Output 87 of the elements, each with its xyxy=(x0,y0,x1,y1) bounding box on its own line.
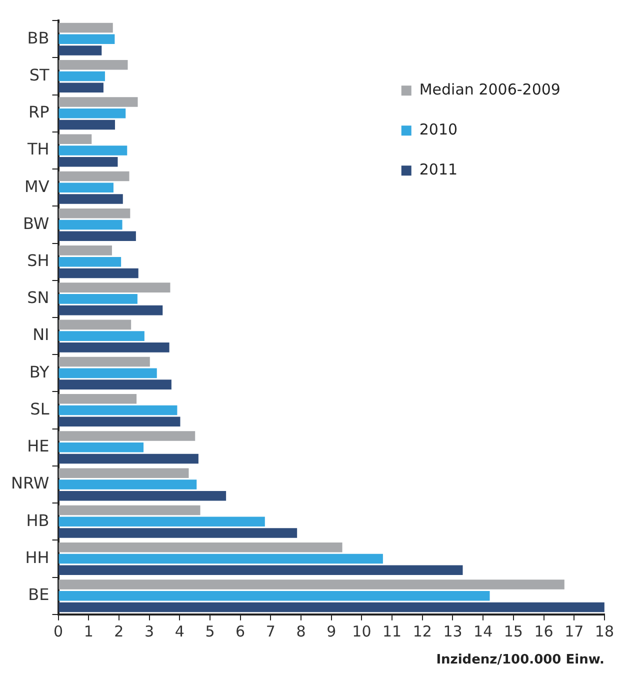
x-tick-label: 3 xyxy=(144,622,154,640)
y-tick-label: HE xyxy=(27,436,50,456)
x-tick-label: 1 xyxy=(84,622,94,640)
x-tick-label: 7 xyxy=(266,622,276,640)
bar xyxy=(58,431,196,441)
y-tick-label: SH xyxy=(27,250,50,270)
x-tick-label: 4 xyxy=(174,622,184,640)
bar xyxy=(58,208,130,218)
y-tick-label: TH xyxy=(26,140,50,159)
bar xyxy=(58,565,463,576)
y-tick-label: SL xyxy=(30,399,50,418)
y-tick-label: HB xyxy=(26,510,50,530)
bar xyxy=(58,82,104,93)
bar xyxy=(58,108,126,118)
y-tick-label: BB xyxy=(27,28,50,48)
bar xyxy=(58,416,180,427)
y-tick-label: ST xyxy=(29,65,50,84)
bar xyxy=(58,542,342,552)
bar xyxy=(58,171,130,182)
bar xyxy=(58,71,105,82)
bar xyxy=(58,468,189,478)
bar xyxy=(58,305,163,316)
bar xyxy=(58,120,115,130)
x-tick-label: 5 xyxy=(205,622,215,640)
y-tick-label: RP xyxy=(28,102,50,122)
bar xyxy=(58,134,92,144)
bar xyxy=(58,294,138,304)
bar xyxy=(58,320,132,330)
bar xyxy=(58,394,137,404)
y-tick-label: MV xyxy=(24,176,50,196)
bar xyxy=(58,246,112,256)
bar xyxy=(58,454,198,464)
x-tick-label: 2 xyxy=(114,622,124,640)
bar xyxy=(58,182,114,192)
y-tick-label: BW xyxy=(23,214,50,233)
x-tick-label: 0 xyxy=(53,622,64,640)
bar xyxy=(58,256,122,267)
legend-label: 2011 xyxy=(419,160,458,178)
bar xyxy=(58,146,128,156)
bar xyxy=(58,490,226,501)
x-tick-label: 14 xyxy=(474,622,493,640)
bar xyxy=(58,356,150,367)
bar xyxy=(58,480,197,490)
legend-label: 2010 xyxy=(419,120,458,138)
bar xyxy=(58,46,102,56)
bar xyxy=(58,442,144,452)
bar xyxy=(58,368,157,378)
bar xyxy=(58,505,200,516)
bar xyxy=(58,60,128,70)
y-tick-label: NRW xyxy=(10,474,50,493)
x-tick-label: 9 xyxy=(326,622,336,640)
bar xyxy=(58,282,170,292)
bar xyxy=(58,405,178,416)
bar xyxy=(58,194,123,204)
y-tick-label: BE xyxy=(28,585,50,604)
bar xyxy=(58,602,604,612)
bar xyxy=(58,580,564,590)
bar xyxy=(58,342,170,352)
bar xyxy=(58,268,138,278)
y-tick-label: NI xyxy=(32,325,50,344)
x-tick-label: 6 xyxy=(236,622,246,640)
bar xyxy=(58,156,118,167)
bar xyxy=(58,590,490,601)
bar xyxy=(58,231,136,241)
bar xyxy=(58,331,144,341)
bar xyxy=(58,380,172,390)
y-tick-label: BY xyxy=(29,362,50,382)
x-tick-label: 17 xyxy=(564,622,584,640)
bar xyxy=(58,554,383,564)
x-tick-label: 12 xyxy=(412,622,432,640)
x-tick-label: 8 xyxy=(296,622,306,640)
legend-label: Median 2006-2009 xyxy=(419,80,560,98)
bar xyxy=(58,34,115,44)
y-tick-label: HH xyxy=(25,548,50,567)
x-tick-label: 15 xyxy=(504,622,523,640)
bar xyxy=(58,97,138,107)
x-tick-label: 18 xyxy=(594,622,614,640)
bar xyxy=(58,220,122,230)
bar xyxy=(58,22,113,33)
x-axis-title: Inzidenz/100.000 Einw. xyxy=(436,652,604,668)
bar xyxy=(58,516,265,527)
x-tick-label: 10 xyxy=(352,622,372,640)
x-tick-label: 16 xyxy=(534,622,554,640)
x-tick-label: 11 xyxy=(382,622,402,640)
x-tick-label: 13 xyxy=(443,622,462,640)
bar xyxy=(58,528,298,538)
y-tick-label: SN xyxy=(27,288,50,308)
